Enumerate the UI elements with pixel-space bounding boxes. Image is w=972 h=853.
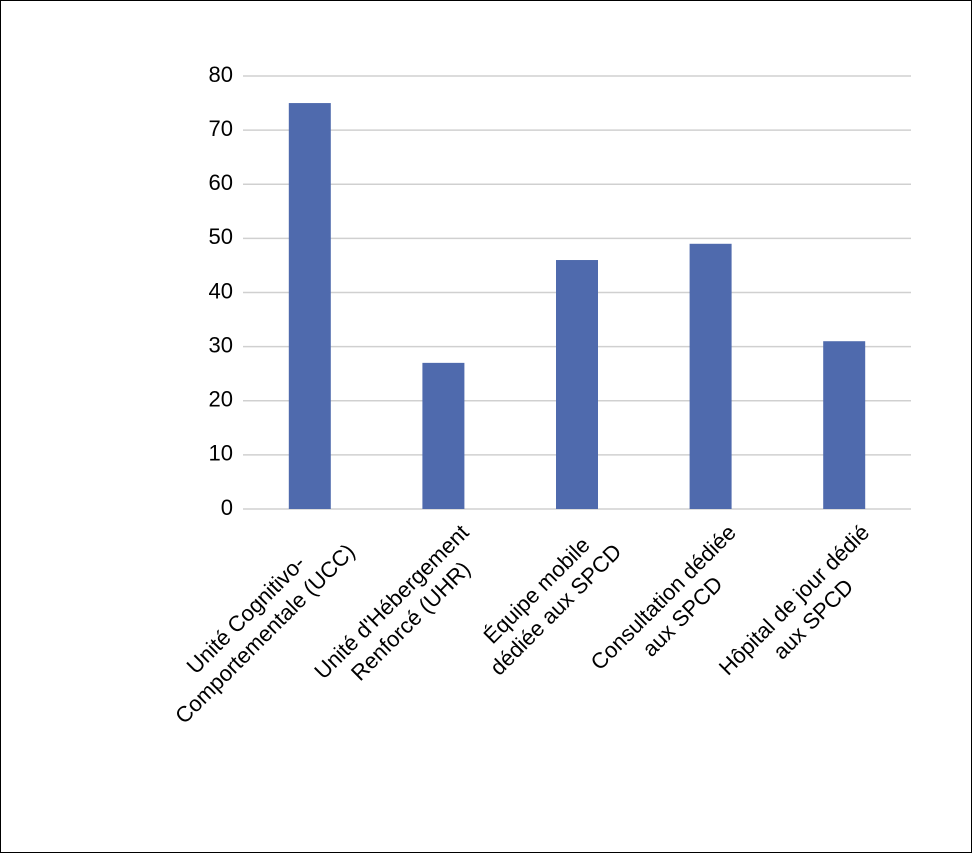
y-tick-label: 0 xyxy=(221,495,233,520)
bar xyxy=(422,362,465,509)
y-tick-label: 50 xyxy=(209,224,233,249)
y-tick-label: 60 xyxy=(209,170,233,195)
bar xyxy=(556,260,598,509)
y-tick-label: 30 xyxy=(209,332,233,357)
bar xyxy=(823,341,866,509)
y-tick-label: 80 xyxy=(209,62,233,87)
y-tick-label: 40 xyxy=(209,278,233,303)
bar xyxy=(689,243,732,509)
bar xyxy=(288,103,331,509)
y-tick-label: 70 xyxy=(209,116,233,141)
y-tick-label: 20 xyxy=(209,387,233,412)
y-tick-label: 10 xyxy=(209,441,233,466)
